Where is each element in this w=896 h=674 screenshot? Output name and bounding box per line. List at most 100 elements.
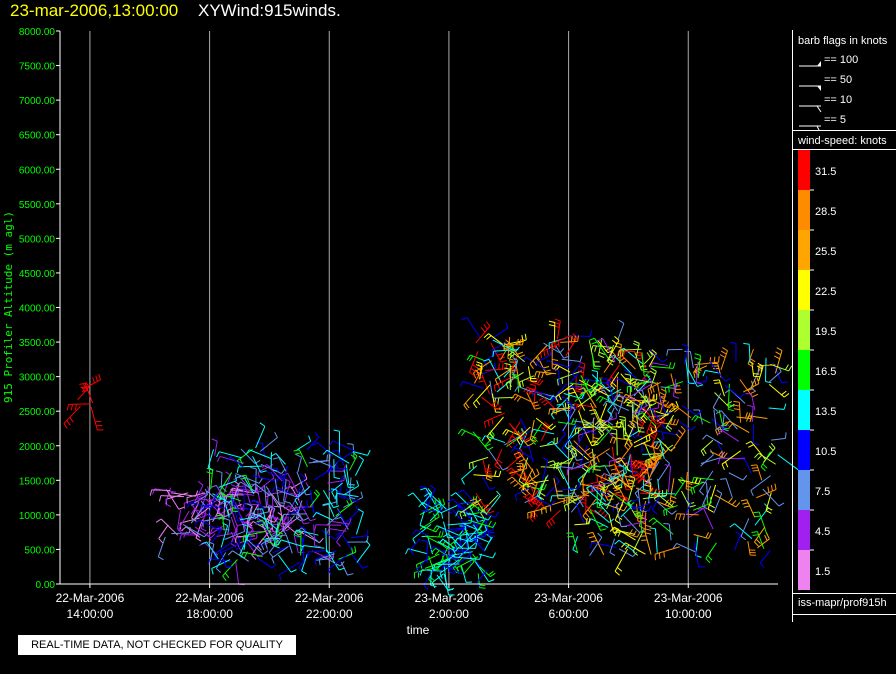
- wind-barb: [659, 418, 679, 426]
- wind-barb: [213, 540, 235, 560]
- wind-barb: [555, 429, 566, 447]
- wind-barb: [306, 432, 320, 451]
- wind-barb: [722, 414, 729, 432]
- wind-barb: [582, 498, 597, 521]
- wind-barb: [550, 335, 571, 351]
- y-tick-label: 2000.00: [19, 442, 56, 453]
- wind-barb: [457, 428, 482, 439]
- wind-barb: [700, 439, 714, 457]
- wind-barb: [571, 424, 597, 435]
- wind-barb: [430, 570, 437, 588]
- wind-barb: [574, 517, 591, 526]
- wind-barb: [697, 507, 714, 530]
- wind-barb: [280, 534, 293, 554]
- wind-barb: [344, 480, 360, 495]
- wind-barb: [295, 500, 303, 522]
- wind-barb: [485, 362, 508, 371]
- wind-barb: [531, 390, 559, 401]
- wind-barb: [424, 554, 448, 569]
- wind-barb: [276, 489, 301, 498]
- wind-barb: [527, 507, 547, 519]
- wind-barb: [717, 457, 746, 465]
- wind-barb: [606, 490, 614, 510]
- wind-barb: [714, 494, 741, 508]
- colorbar-label: 22.5: [815, 286, 836, 298]
- x-tick-label-date: 23-Mar-2006: [415, 591, 484, 605]
- colorbar-swatch: [798, 390, 810, 430]
- wind-barb: [754, 452, 776, 465]
- wind-barb: [257, 557, 277, 569]
- wind-barb: [313, 524, 321, 548]
- wind-barb: [252, 456, 267, 473]
- wind-barb: [268, 534, 284, 558]
- colorbar-label: 4.5: [815, 526, 830, 538]
- wind-barb: [582, 474, 590, 497]
- wind-barb: [157, 536, 166, 561]
- wind-barb: [593, 428, 605, 446]
- wind-barb: [654, 499, 677, 515]
- colorbar-label: 16.5: [815, 366, 836, 378]
- wind-barb: [333, 459, 341, 480]
- wind-barb: [730, 341, 737, 362]
- wind-barb: [693, 542, 705, 568]
- wind-barb: [514, 486, 532, 501]
- wind-barb: [687, 369, 704, 387]
- colorbar-label: 28.5: [815, 206, 836, 218]
- wind-barb: [555, 345, 570, 359]
- wind-barb: [561, 355, 583, 363]
- wind-barb: [475, 510, 499, 518]
- wind-barb: [728, 472, 748, 481]
- wind-barb: [712, 393, 722, 412]
- wind-barb: [266, 488, 274, 507]
- legend-divider: [793, 130, 896, 131]
- wind-barb: [589, 448, 610, 468]
- wind-barb: [486, 416, 504, 442]
- wind-barb: [274, 478, 286, 504]
- wind-barb: [528, 489, 540, 508]
- wind-barb: [438, 538, 456, 549]
- wind-barb: [664, 381, 684, 394]
- wind-barb: [349, 551, 369, 569]
- wind-barb: [699, 470, 714, 496]
- wind-barb: [640, 403, 652, 424]
- wind-barb: [762, 488, 785, 507]
- wind-barb: [641, 352, 651, 377]
- wind-barb: [556, 461, 575, 469]
- colorbar-swatch: [798, 430, 810, 470]
- wind-barb: [647, 381, 661, 396]
- wind-barb: [186, 492, 206, 504]
- wind-barb: [656, 401, 679, 422]
- wind-barb: [211, 525, 222, 543]
- wind-barb: [555, 449, 578, 468]
- barb-legend-title: barb flags in knots: [798, 35, 888, 47]
- wind-barb: [510, 447, 534, 460]
- source-label: iss-mapr/prof915h: [798, 597, 887, 609]
- wind-barb: [217, 493, 224, 516]
- colorbar-swatch: [798, 150, 810, 190]
- y-tick-label: 6000.00: [19, 165, 56, 176]
- wind-barb: [594, 385, 614, 396]
- wind-barb: [246, 505, 253, 527]
- wind-barb: [473, 470, 502, 478]
- wind-barb: [426, 530, 444, 538]
- y-axis-label: 915 Profiler Altitude (m agl): [2, 211, 15, 403]
- wind-barb: [208, 525, 225, 541]
- y-tick-label: 5000.00: [19, 234, 56, 245]
- wind-barb: [297, 473, 306, 494]
- wind-barb: [546, 509, 561, 529]
- wind-barb: [83, 373, 101, 390]
- wind-barb: [418, 502, 442, 514]
- wind-barb: [484, 516, 495, 537]
- wind-barb: [649, 367, 657, 388]
- wind-barb: [600, 378, 615, 403]
- wind-barb: [405, 548, 428, 555]
- wind-barb: [591, 481, 614, 493]
- wind-barb: [218, 498, 230, 518]
- y-tick-label: 7500.00: [19, 62, 56, 73]
- barb-legend-glyph: [799, 125, 821, 130]
- x-tick-label-date: 22-Mar-2006: [175, 591, 244, 605]
- wind-barb: [79, 382, 94, 404]
- wind-barb: [457, 501, 475, 511]
- wind-barb: [475, 321, 491, 344]
- wind-barb: [770, 363, 793, 372]
